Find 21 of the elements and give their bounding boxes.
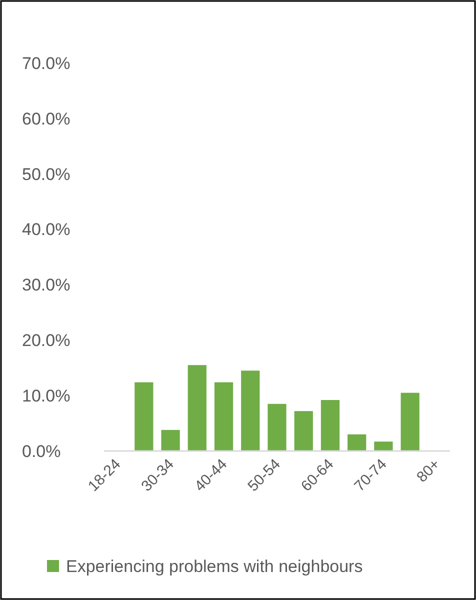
bar xyxy=(320,400,340,451)
bar xyxy=(188,365,206,451)
y-tick-label: 10.0% xyxy=(22,386,70,406)
y-tick-label: 30.0% xyxy=(22,276,70,295)
bar xyxy=(214,382,234,451)
bar xyxy=(348,434,366,451)
y-tick-label: 40.0% xyxy=(22,220,70,240)
x-tick-label: 80+ xyxy=(414,456,444,486)
bar xyxy=(374,442,393,451)
y-tick-label: 0.0% xyxy=(22,442,61,461)
bar xyxy=(134,382,154,451)
bar xyxy=(400,392,420,451)
bar xyxy=(161,430,180,451)
bar xyxy=(268,404,286,451)
y-tick-label: 70.0% xyxy=(22,54,70,73)
y-tick-label: 50.0% xyxy=(22,164,70,184)
legend-label: Experiencing problems with neighbours xyxy=(66,556,363,576)
y-tick-label: 20.0% xyxy=(22,331,70,350)
bar xyxy=(294,411,313,451)
bar xyxy=(241,370,260,451)
y-tick-label: 60.0% xyxy=(22,109,70,128)
